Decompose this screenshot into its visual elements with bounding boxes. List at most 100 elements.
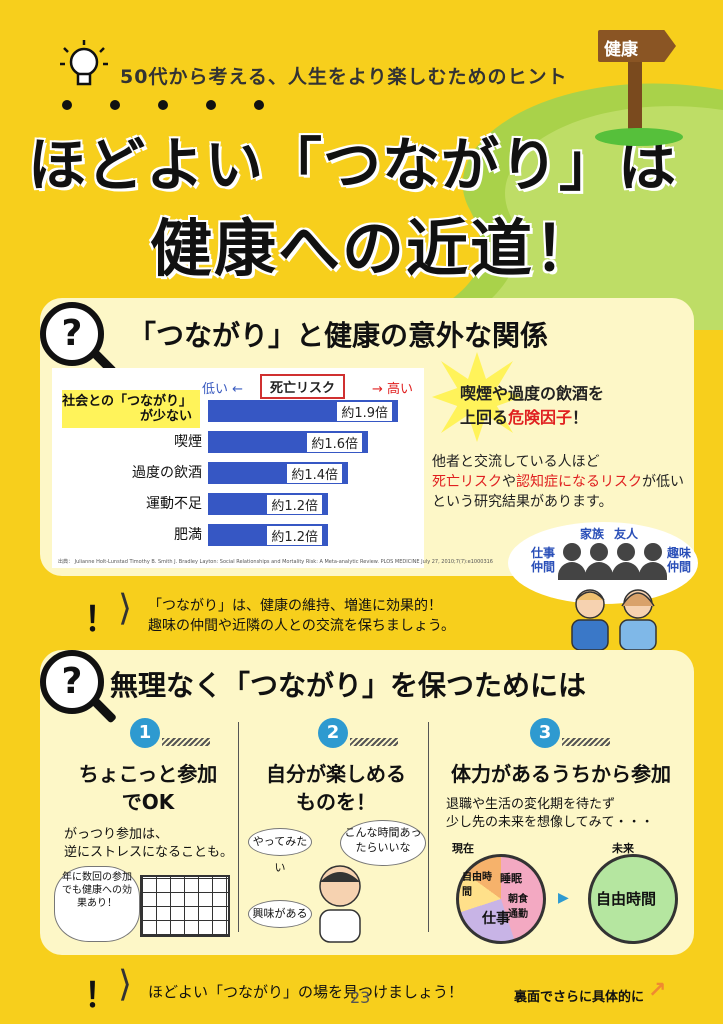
now-segment-work: 仕事 [482, 911, 510, 927]
step-stripe [162, 738, 210, 746]
column-divider [238, 722, 239, 932]
research-mid: や [502, 474, 516, 490]
chart-source: 出典： Julianne Holt-Lunstad Timothy B. Smi… [58, 559, 493, 565]
tip1-text: 「つながり」は、健康の維持、増進に効果的！ 趣味の仲間や近隣の人との交流を保ちま… [148, 596, 455, 636]
risk-callout-post: ！ [572, 408, 589, 427]
step-stripe [562, 738, 610, 746]
tip1-bracket: ⟩ [118, 588, 133, 629]
thinking-person-illustration [319, 865, 361, 943]
chart-bar: 約1.6倍 [208, 431, 368, 453]
page-subtitle: 50代から考える、人生をより楽しむためのヒント [120, 66, 568, 88]
tip1-line1: 「つながり」は、健康の維持、増進に効果的！ [148, 598, 442, 614]
research-post: が低い [642, 474, 684, 490]
page-title-line1: ほどよい「つながり」は [28, 131, 678, 199]
step2-bubble-interest: 興味がある [248, 900, 312, 928]
column-divider [428, 722, 429, 932]
people-label-friend: 友人 [614, 527, 639, 541]
tip1-line2: 趣味の仲間や近隣の人との交流を保ちましょう。 [148, 618, 456, 634]
chart-scale-high: → 高い [372, 382, 414, 397]
chart-value-label: 約1.4倍 [287, 464, 342, 483]
step1-body-line1: がっつり参加は、 [64, 827, 169, 842]
step1-heading: ちょこっと参加 でOK [58, 760, 238, 816]
back-page-note: 裏面でさらに具体的に [514, 990, 645, 1005]
now-clock [456, 854, 546, 944]
future-clock [588, 854, 678, 944]
risk-callout-red: 危険因子 [508, 408, 573, 427]
page-number: 23 [350, 988, 371, 1007]
step3-body-line2: 少し先の未来を想像してみて・・・ [446, 815, 654, 830]
step-number-2: 2 [318, 718, 348, 748]
person-body [558, 562, 586, 580]
couple-illustration [571, 589, 657, 651]
risk-callout-pre: 上回る [460, 408, 509, 427]
now-segment-commute: 朝食通勤 [508, 894, 528, 920]
sign-board [598, 30, 676, 62]
chart-category-label: 社会との「つながり」が少ない [62, 394, 192, 424]
research-red1: 死亡リスク [432, 474, 502, 490]
risk-callout: 喫煙や過度の飲酒を 上回る危険因子！ [460, 382, 604, 430]
step1-heading-line2: でOK [121, 790, 175, 814]
chart-bar: 約1.2倍 [208, 524, 328, 546]
chart-value-label: 約1.2倍 [267, 495, 322, 514]
tip2-bracket: ⟩ [118, 964, 133, 1005]
step1-heading-line1: ちょこっと参加 [78, 762, 218, 786]
people-label-work: 仕事仲間 [530, 546, 555, 574]
step1-body: がっつり参加は、 逆にストレスになることも。 [64, 826, 233, 862]
risk-callout-line1: 喫煙や過度の飲酒を [460, 384, 605, 403]
step2-heading-line2: ものを！ [296, 790, 376, 814]
chart-value-label: 約1.2倍 [267, 526, 322, 545]
tip1-mark: ！ [84, 600, 118, 640]
now-segment-free: 自由時間 [462, 872, 492, 898]
person-icon [590, 543, 608, 561]
tip2-text: ほどよい「つながり」の場を見つけましょう！ [148, 983, 464, 1001]
chart-category-label: 喫煙 [174, 434, 202, 450]
person-icon [644, 543, 662, 561]
page-title-line2: 健康への近道！ [150, 212, 599, 285]
person-body [639, 562, 667, 580]
chart-highlight [62, 390, 200, 428]
step2-bubble-want: やってみたい [248, 828, 312, 874]
step1-body-line2: 逆にストレスになることも。 [64, 845, 234, 860]
step2-heading-line1: 自分が楽しめる [266, 762, 406, 786]
chart-value-label: 約1.6倍 [307, 433, 362, 452]
chart-category-label: 運動不足 [146, 496, 202, 512]
step-number-3: 3 [530, 718, 560, 748]
research-note-line1: 他者と交流している人ほど [432, 454, 600, 470]
chart-category-label: 過度の飲酒 [132, 465, 202, 481]
burst-shape [432, 352, 522, 442]
chart-value-label: 約1.9倍 [337, 402, 392, 421]
research-red2: 認知症になるリスク [516, 474, 642, 490]
chart-bar: 約1.2倍 [208, 493, 328, 515]
section2-title: 無理なく「つながり」を保つためには [110, 669, 587, 702]
people-label-hobby: 趣味仲間 [666, 546, 691, 574]
step3-body: 退職や生活の変化期を待たず 少し先の未来を想像してみて・・・ [446, 796, 654, 832]
step3-body-line1: 退職や生活の変化期を待たず [446, 797, 616, 812]
grass-icon [595, 128, 683, 146]
calendar-icon [140, 875, 230, 937]
chart-title: 死亡リスク [260, 374, 346, 399]
future-segment-free: 自由時間 [596, 890, 657, 908]
now-label: 現在 [452, 842, 474, 855]
risk-chart: 低い ← 死亡リスク → 高い 出典： Julianne Holt-Lunsta… [52, 368, 493, 568]
chart-bar: 約1.4倍 [208, 462, 348, 484]
step3-heading: 体力があるうちから参加 [451, 762, 671, 786]
research-note-line2: 死亡リスクや認知症になるリスクが低い [432, 472, 684, 492]
chart-scale-low: 低い ← [202, 382, 244, 397]
person-icon [563, 543, 581, 561]
step2-bubble-wish: こんな時間あったらいいな [340, 820, 426, 866]
chart-category-label: 肥満 [174, 527, 202, 543]
sign-label: 健康 [604, 40, 638, 60]
step1-speech-bubble: 年に数回の参加でも健康への効果あり！ [54, 866, 140, 942]
question-magnifier-icon: ? [40, 302, 104, 366]
research-note: 他者と交流している人ほど 死亡リスクや認知症になるリスクが低い という研究結果が… [432, 452, 684, 512]
step-stripe [350, 738, 398, 746]
lightbulb-icon [58, 38, 110, 102]
research-note-line3: という研究結果があります。 [432, 494, 613, 510]
risk-callout-line2: 上回る危険因子！ [460, 406, 604, 430]
people-label-family: 家族 [580, 527, 605, 541]
future-label: 未来 [612, 842, 634, 855]
step2-heading: 自分が楽しめる ものを！ [244, 760, 428, 816]
chart-bar: 約1.9倍 [208, 400, 398, 422]
section1-title: 「つながり」と健康の意外な関係 [128, 319, 549, 352]
person-body [612, 562, 640, 580]
